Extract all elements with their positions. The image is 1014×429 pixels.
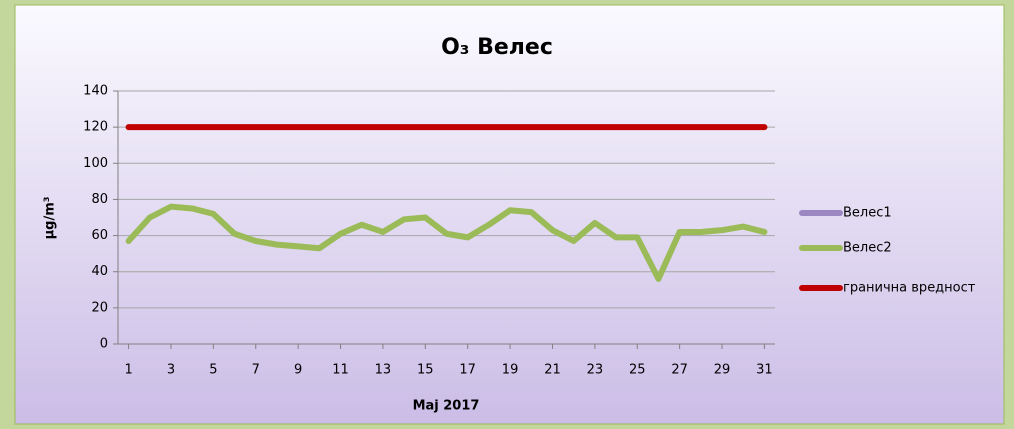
y-tick-label: 120 <box>83 120 108 135</box>
legend-label: Велес2 <box>843 241 892 256</box>
y-tick-label: 100 <box>83 156 108 171</box>
x-tick-label: 25 <box>629 363 646 378</box>
y-tick-label: 0 <box>100 337 108 352</box>
x-axis-label: Мај 2017 <box>413 399 480 414</box>
y-axis-label: µg/m³ <box>43 197 58 240</box>
y-tick-label: 20 <box>91 300 108 315</box>
legend-label: гранична вредност <box>843 281 976 296</box>
x-tick-label: 21 <box>544 363 561 378</box>
x-tick-label: 3 <box>167 363 175 378</box>
x-tick-label: 5 <box>209 363 217 378</box>
y-tick-label: 80 <box>91 192 108 207</box>
x-tick-label: 19 <box>502 363 519 378</box>
x-tick-label: 17 <box>459 363 476 378</box>
x-tick-label: 27 <box>671 363 688 378</box>
x-tick-label: 1 <box>124 363 132 378</box>
x-tick-label: 11 <box>332 363 349 378</box>
y-tick-label: 140 <box>83 84 108 99</box>
y-tick-label: 40 <box>91 264 108 279</box>
x-tick-label: 9 <box>294 363 302 378</box>
x-tick-label: 7 <box>252 363 260 378</box>
x-tick-label: 15 <box>417 363 434 378</box>
series-line <box>125 203 768 282</box>
y-tick-label: 60 <box>91 228 108 243</box>
x-tick-label: 29 <box>714 363 731 378</box>
x-tick-label: 31 <box>756 363 773 378</box>
legend-label: Велес1 <box>843 206 892 221</box>
x-tick-label: 13 <box>375 363 392 378</box>
x-tick-label: 23 <box>587 363 604 378</box>
chart-title: O₃ Велес <box>441 35 553 60</box>
